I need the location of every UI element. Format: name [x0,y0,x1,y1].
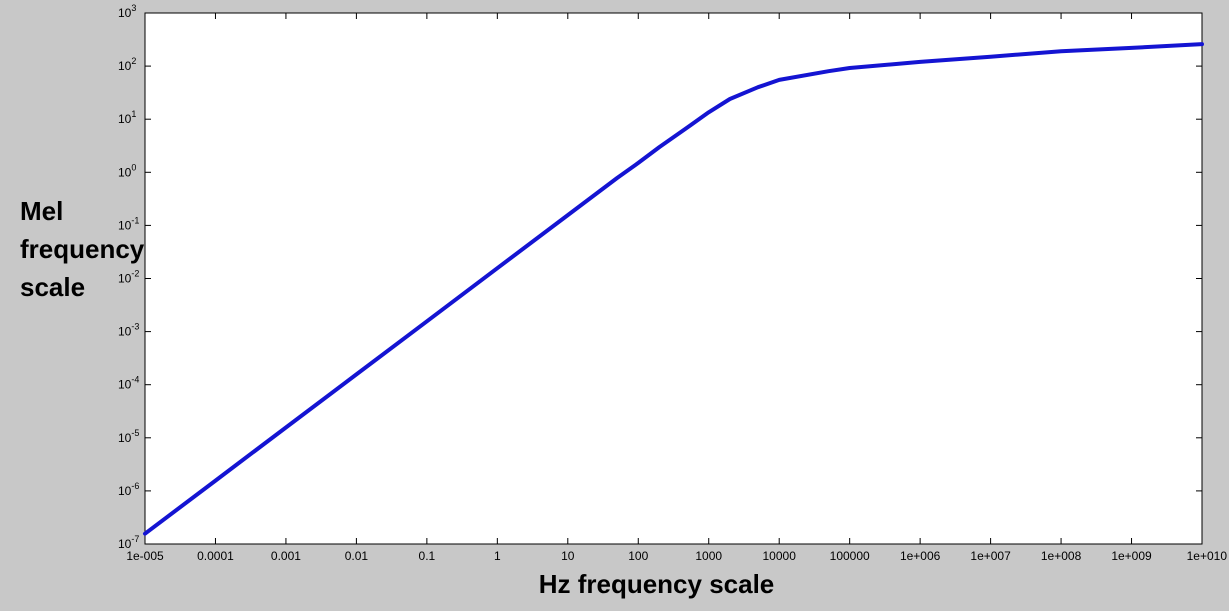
x-tick-label: 10000 [763,549,797,563]
y-tick-label: 10-3 [118,322,139,339]
y-axis-label-line: scale [20,272,86,302]
x-tick-label: 1e-005 [126,549,164,563]
y-tick-label: 10-7 [118,534,139,551]
x-tick-label: 1e+010 [1187,549,1228,563]
y-axis-label: Mel frequency scale [20,192,170,306]
x-tick-label: 0.1 [419,549,436,563]
y-tick-label: 10-6 [118,481,139,498]
x-axis-label: Hz frequency scale [538,569,775,599]
axis-ticks [144,12,1203,545]
y-tick-label: 101 [118,109,136,126]
x-tick-label: 1 [494,549,501,563]
y-tick-label: 10-2 [118,269,139,286]
x-tick-label: 1e+008 [1041,549,1082,563]
x-tick-label: 1e+006 [900,549,941,563]
y-axis-label-line: frequency [20,234,145,264]
x-tick-label: 100 [628,549,648,563]
y-tick-label: 10-5 [118,428,139,445]
x-tick-label: 0.001 [271,549,301,563]
x-tick-label: 10 [561,549,575,563]
y-tick-label: 100 [118,162,136,179]
x-tick-label: 1e+009 [1111,549,1152,563]
x-tick-label: 1e+007 [970,549,1011,563]
x-tick-label: 0.01 [345,549,369,563]
y-tick-label: 103 [118,3,136,20]
x-tick-label: 0.0001 [197,549,234,563]
plot-area [144,12,1203,545]
series-line [143,42,1204,536]
y-tick-label: 102 [118,56,136,73]
y-tick-labels: 10-7 10-6 10-5 10-4 10-3 10-2 10-1 100 101 102 103 [118,3,139,551]
y-tick-label: 10-1 [118,215,139,232]
x-tick-labels: 1e-005 0.0001 0.001 0.01 0.1 1 10 100 1000 10000 1… [126,549,1227,563]
y-tick-label: 10-4 [118,375,139,392]
y-axis-label-line: Mel [20,196,64,226]
x-tick-label: 1000 [695,549,722,563]
x-tick-label: 100000 [830,549,870,563]
